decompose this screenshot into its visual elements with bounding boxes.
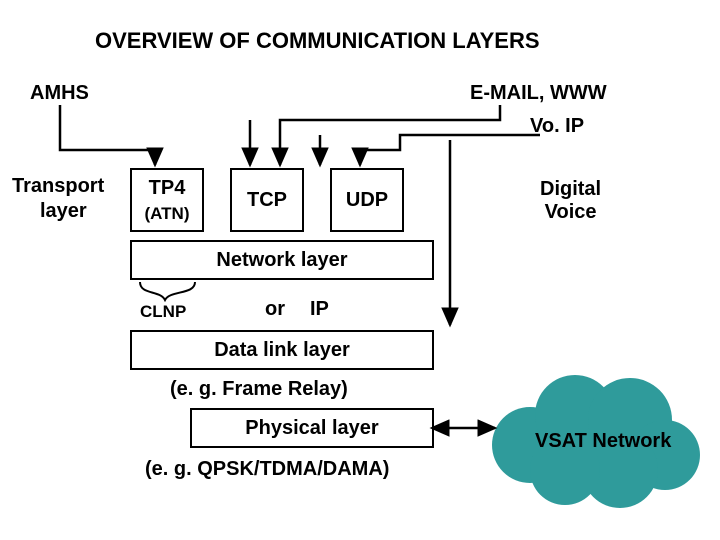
arrows (0, 0, 720, 540)
diagram-stage: OVERVIEW OF COMMUNICATION LAYERS AMHS E-… (0, 0, 720, 540)
